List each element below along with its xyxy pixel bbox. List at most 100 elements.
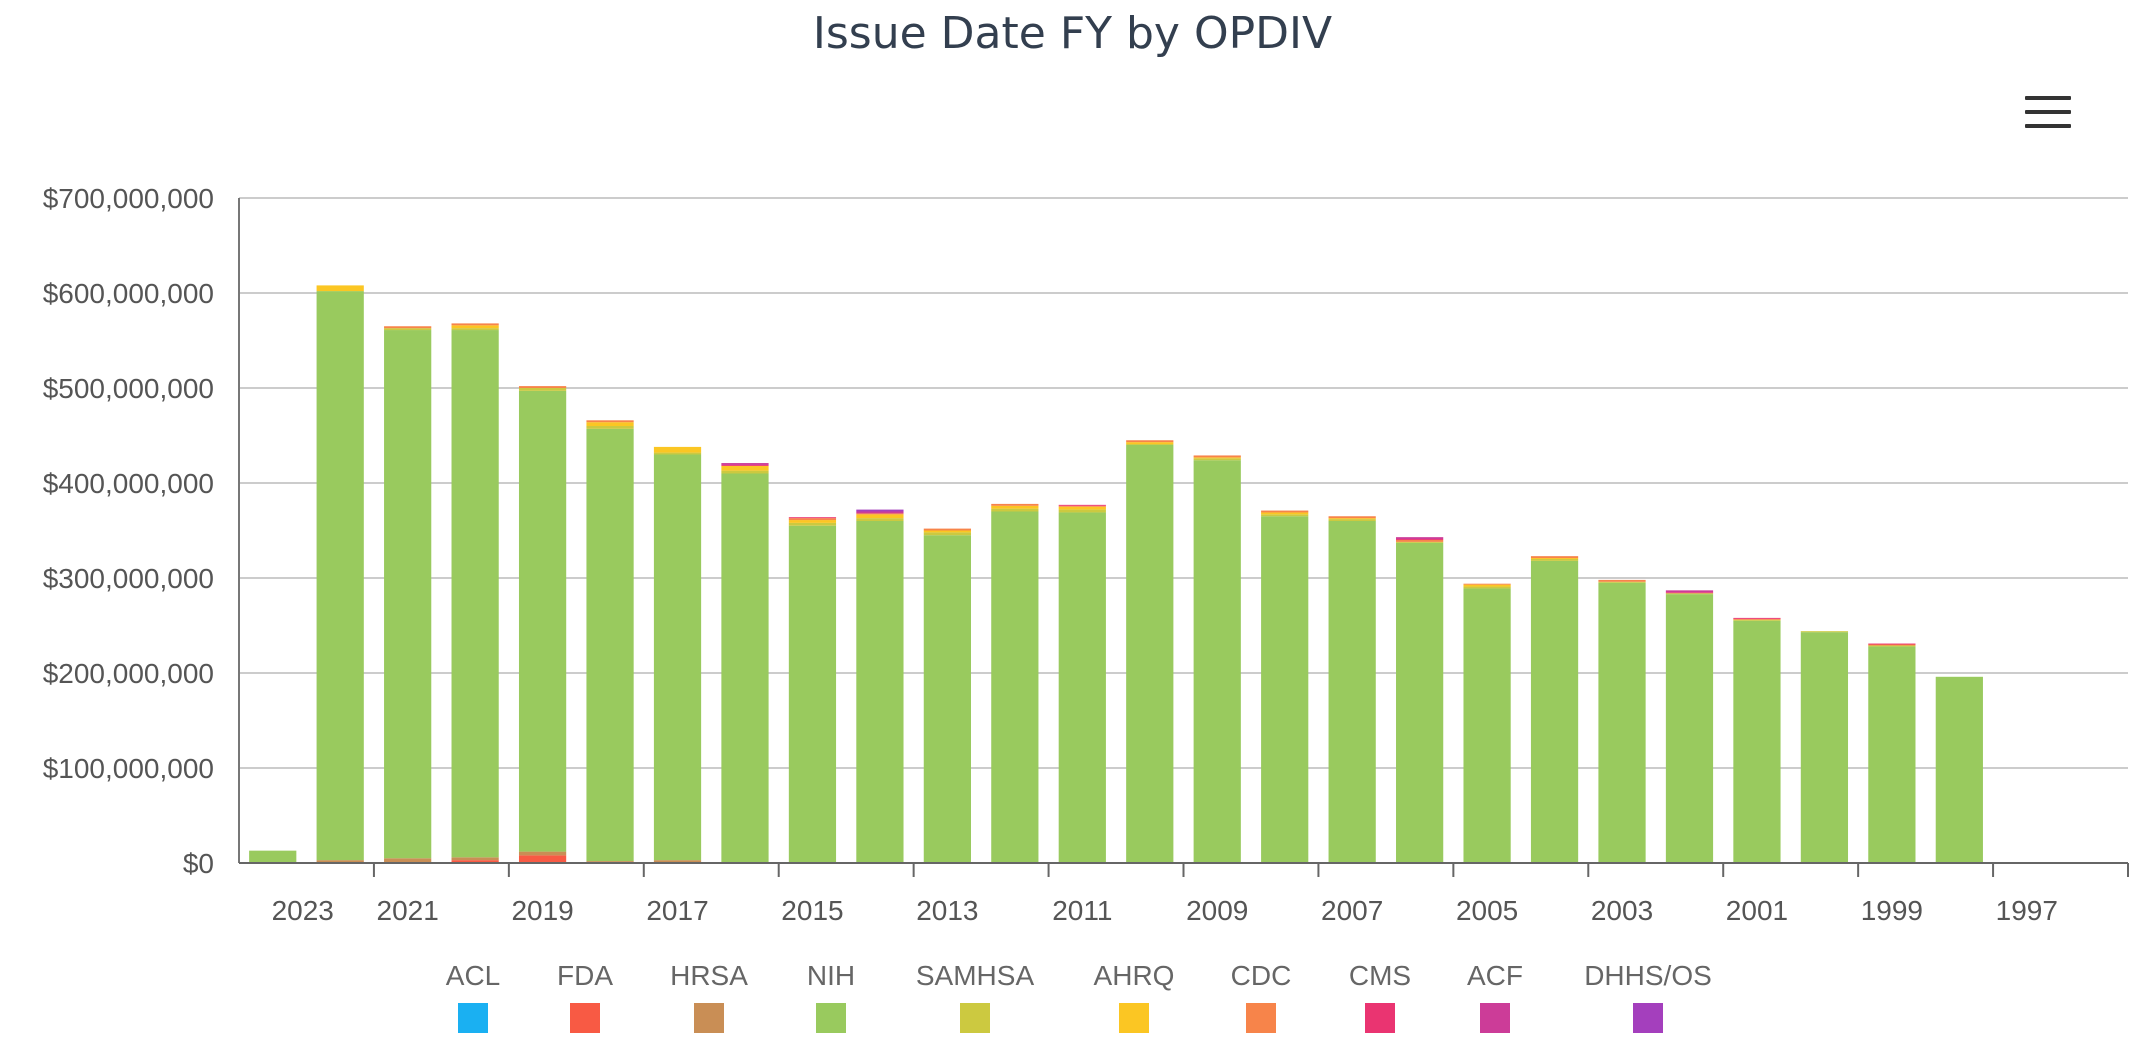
- legend-label-AHRQ[interactable]: AHRQ: [1094, 960, 1175, 991]
- bar-2017-NIH[interactable]: [653, 454, 702, 861]
- legend-swatch-NIH[interactable]: [816, 1003, 846, 1033]
- bar-2009-SAMHSA[interactable]: [1193, 458, 1241, 461]
- bar-2006-NIH[interactable]: [1396, 542, 1444, 863]
- bar-2016-NIH[interactable]: [721, 473, 769, 864]
- legend[interactable]: ACL FDA HRSA NIH SAMHSA AHRQ CDC CMS ACF DHHS/OS: [446, 960, 1712, 1033]
- bar-2011-AHRQ[interactable]: [1058, 506, 1106, 510]
- bar-2022-NIH[interactable]: [316, 291, 364, 861]
- bar-2016-CMS[interactable]: [721, 464, 769, 466]
- bar-2007-NIH[interactable]: [1328, 521, 1376, 863]
- bar-2020-CDC[interactable]: [451, 323, 499, 326]
- bar-2016-ACF[interactable]: [721, 463, 769, 465]
- bar-2012-CDC[interactable]: [991, 503, 1039, 506]
- bar-2019-SAMHSA[interactable]: [518, 388, 567, 391]
- bar-2002-SAMHSA[interactable]: [1665, 593, 1714, 595]
- bar-2017-HRSA[interactable]: [653, 860, 702, 863]
- bar-2014-ACF[interactable]: [856, 511, 904, 514]
- bar-2019-NIH[interactable]: [518, 390, 567, 852]
- bar-2006-ACF[interactable]: [1396, 537, 1444, 540]
- bar-2009-AHRQ[interactable]: [1193, 457, 1241, 459]
- bar-2012-SAMHSA[interactable]: [991, 508, 1039, 512]
- bar-2021-CDC[interactable]: [384, 326, 432, 329]
- bar-2010-SAMHSA[interactable]: [1126, 444, 1174, 445]
- bar-2018-NIH[interactable]: [586, 428, 634, 862]
- bar-2015-CMS[interactable]: [788, 517, 837, 519]
- bar-2019-HRSA[interactable]: [518, 851, 567, 856]
- bar-2003-NIH[interactable]: [1598, 582, 1646, 863]
- bar-2011-SAMHSA[interactable]: [1058, 509, 1106, 513]
- bar-2006-CMS[interactable]: [1396, 539, 1444, 540]
- bar-2020-SAMHSA[interactable]: [451, 328, 499, 331]
- bar-2008-NIH[interactable]: [1261, 516, 1309, 863]
- bar-2020-FDA[interactable]: [451, 860, 499, 863]
- bar-2018-SAMHSA[interactable]: [586, 426, 634, 429]
- hamburger-menu-icon[interactable]: [2025, 92, 2071, 132]
- bar-2014-SAMHSA[interactable]: [856, 518, 904, 521]
- bar-2017-SAMHSA[interactable]: [653, 452, 702, 455]
- bar-2002-NIH[interactable]: [1665, 594, 1714, 863]
- bar-2014-NIH[interactable]: [856, 521, 904, 863]
- bar-2014-DHHS/OS[interactable]: [856, 509, 904, 512]
- bar-1999-CDC[interactable]: [1868, 644, 1916, 646]
- bar-2017-AHRQ[interactable]: [653, 446, 702, 453]
- bar-2015-SAMHSA[interactable]: [788, 522, 837, 526]
- bar-2008-SAMHSA[interactable]: [1261, 514, 1309, 517]
- bar-2000-NIH[interactable]: [1800, 632, 1849, 863]
- bar-2022-AHRQ[interactable]: [316, 285, 364, 292]
- bar-2001-NIH[interactable]: [1733, 620, 1781, 863]
- legend-label-HRSA[interactable]: HRSA: [670, 960, 748, 991]
- bar-2001-CDC[interactable]: [1733, 618, 1781, 620]
- bar-2010-CDC[interactable]: [1126, 440, 1174, 443]
- bar-2004-SAMHSA[interactable]: [1530, 559, 1579, 561]
- bar-2018-CDC[interactable]: [586, 420, 634, 423]
- bar-2003-CDC[interactable]: [1598, 579, 1646, 582]
- legend-swatch-SAMHSA[interactable]: [960, 1003, 990, 1033]
- legend-swatch-ACF[interactable]: [1480, 1003, 1510, 1033]
- legend-label-CDC[interactable]: CDC: [1231, 960, 1292, 991]
- bar-2023-NIH[interactable]: [249, 850, 297, 863]
- bar-2013-AHRQ[interactable]: [923, 530, 971, 533]
- bar-2005-NIH[interactable]: [1463, 588, 1511, 863]
- bar-2005-SAMHSA[interactable]: [1463, 586, 1511, 589]
- bar-2019-CDC[interactable]: [518, 386, 567, 388]
- bar-2011-CMS[interactable]: [1058, 504, 1106, 506]
- bar-2011-CDC[interactable]: [1058, 505, 1106, 507]
- legend-label-NIH[interactable]: NIH: [807, 960, 855, 991]
- bar-2014-AHRQ[interactable]: [856, 514, 904, 519]
- bar-2010-NIH[interactable]: [1126, 445, 1174, 863]
- bar-2021-HRSA[interactable]: [384, 858, 432, 863]
- bar-2008-CDC[interactable]: [1261, 510, 1309, 513]
- bar-2016-AHRQ[interactable]: [721, 465, 769, 471]
- bar-2015-NIH[interactable]: [788, 525, 837, 863]
- bar-2011-NIH[interactable]: [1058, 512, 1106, 863]
- bar-2004-CDC[interactable]: [1530, 556, 1579, 559]
- legend-swatch-FDA[interactable]: [570, 1003, 600, 1033]
- bar-2016-SAMHSA[interactable]: [721, 470, 769, 474]
- legend-label-CMS[interactable]: CMS: [1349, 960, 1411, 991]
- bar-2000-SAMHSA[interactable]: [1800, 631, 1849, 633]
- bar-1999-NIH[interactable]: [1868, 646, 1916, 863]
- legend-label-FDA[interactable]: FDA: [557, 960, 613, 991]
- bar-2015-AHRQ[interactable]: [788, 520, 837, 523]
- legend-label-SAMHSA[interactable]: SAMHSA: [916, 960, 1035, 991]
- bar-2021-SAMHSA[interactable]: [384, 328, 432, 331]
- legend-swatch-CMS[interactable]: [1365, 1003, 1395, 1033]
- bar-2021-NIH[interactable]: [384, 330, 432, 859]
- legend-swatch-HRSA[interactable]: [694, 1003, 724, 1033]
- bar-2015-CDC[interactable]: [788, 518, 837, 521]
- bar-2005-CDC[interactable]: [1463, 583, 1511, 585]
- bar-2005-AHRQ[interactable]: [1463, 584, 1511, 587]
- bar-2009-CDC[interactable]: [1193, 455, 1241, 458]
- bar-2013-SAMHSA[interactable]: [923, 532, 971, 536]
- bar-2006-CDC[interactable]: [1396, 540, 1444, 542]
- bar-2003-SAMHSA[interactable]: [1598, 581, 1646, 583]
- bar-2004-NIH[interactable]: [1530, 560, 1579, 863]
- legend-label-ACF[interactable]: ACF: [1467, 960, 1523, 991]
- bar-2002-ACF[interactable]: [1665, 590, 1714, 593]
- bar-2007-AHRQ[interactable]: [1328, 518, 1376, 520]
- legend-label-DHHS/OS[interactable]: DHHS/OS: [1584, 960, 1712, 991]
- bar-2008-AHRQ[interactable]: [1261, 512, 1309, 515]
- legend-swatch-DHHS/OS[interactable]: [1633, 1003, 1663, 1033]
- bar-2019-FDA[interactable]: [518, 855, 567, 863]
- bar-2018-AHRQ[interactable]: [586, 422, 634, 426]
